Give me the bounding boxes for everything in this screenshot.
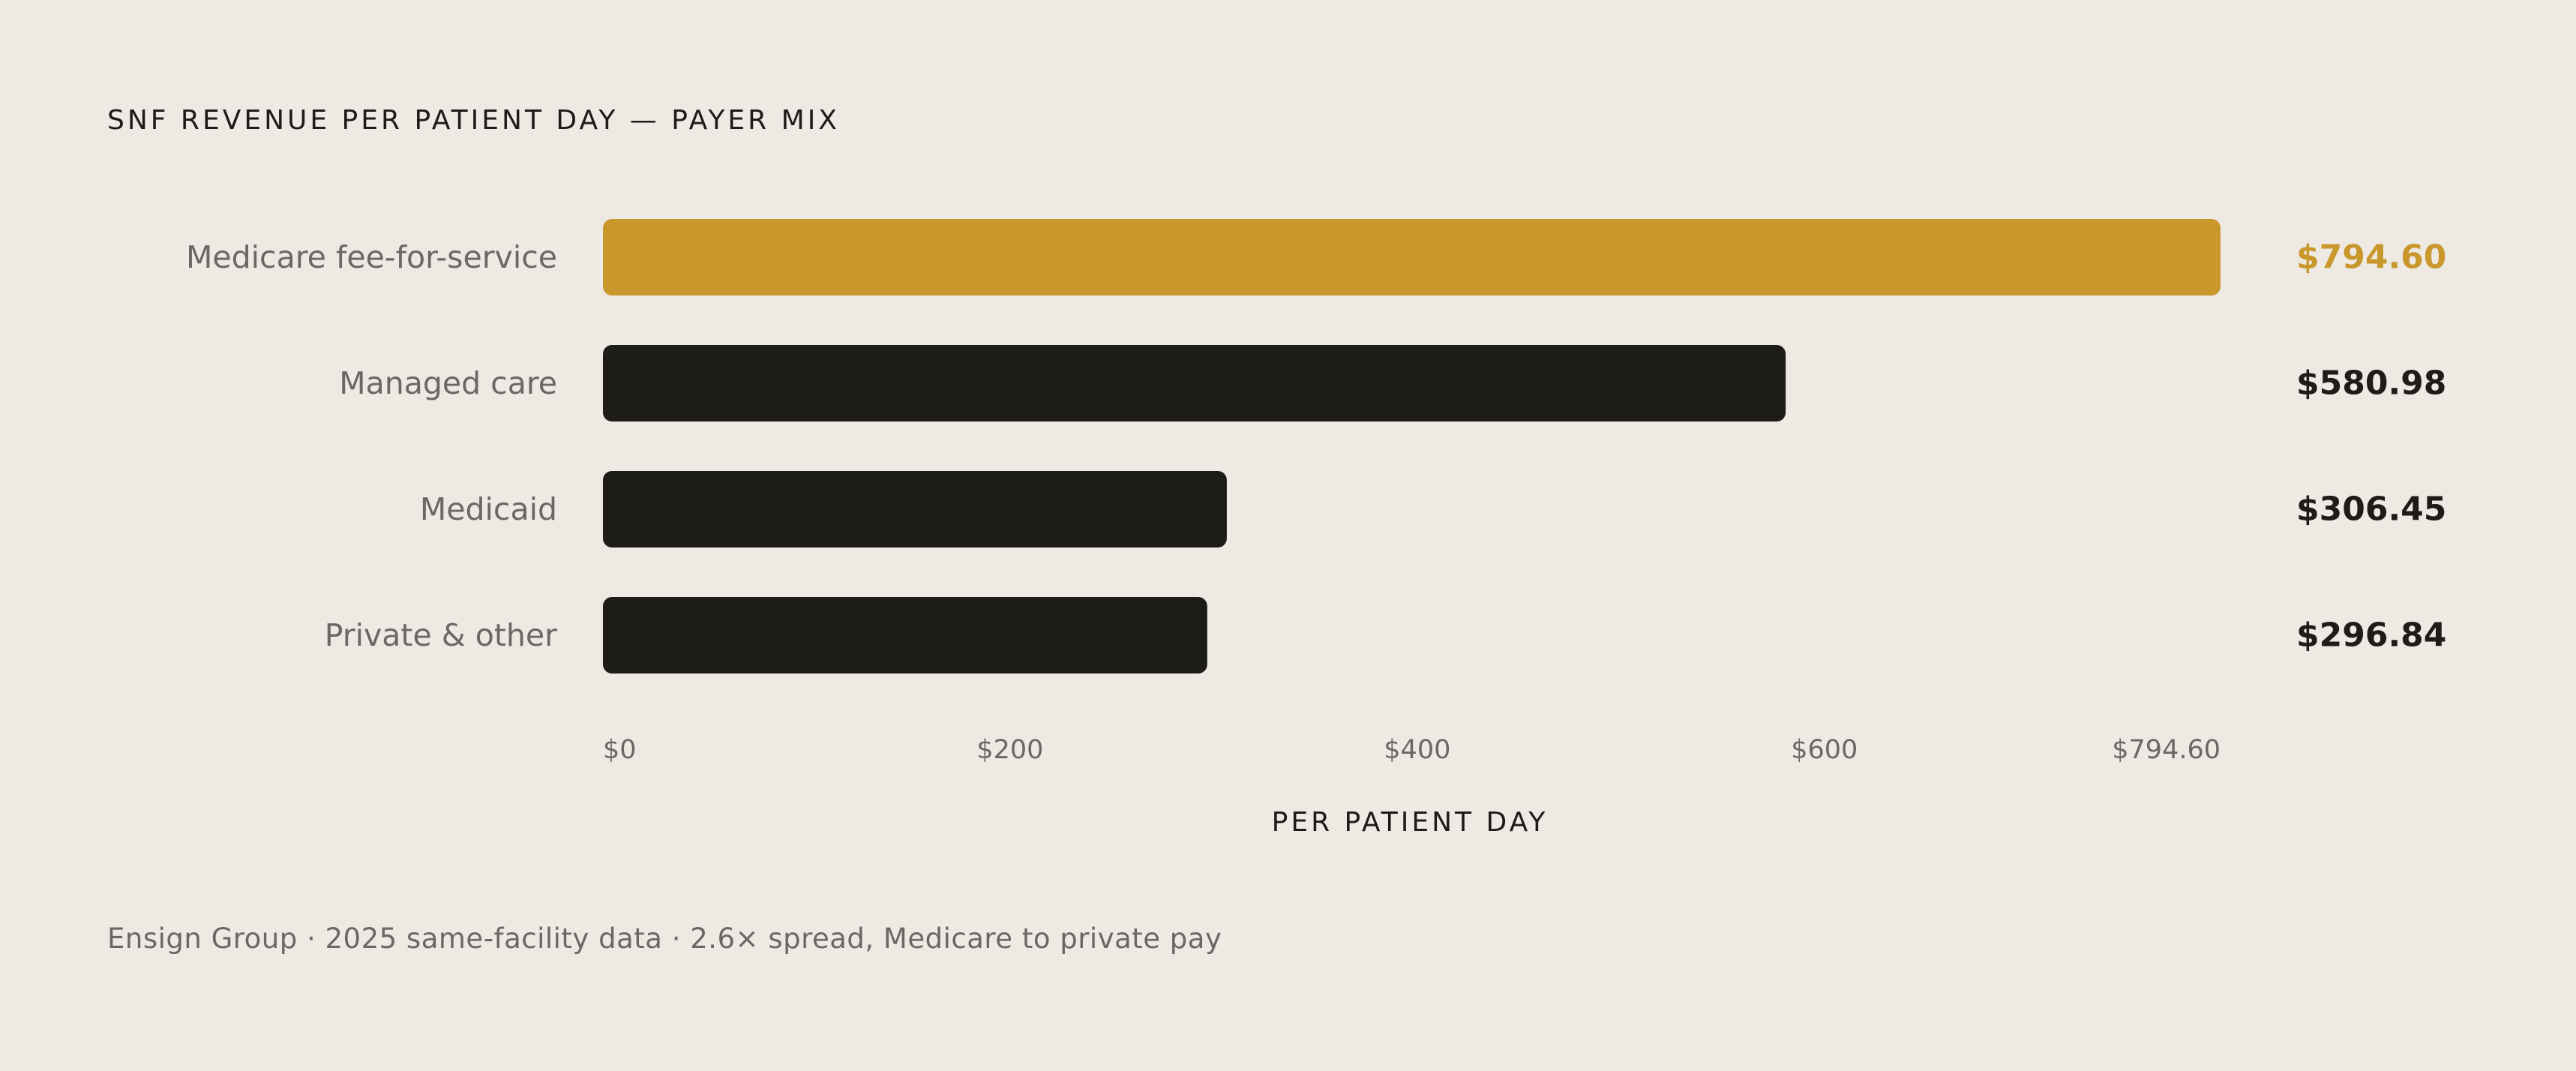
x-tick-label: $794.60: [2112, 735, 2221, 765]
x-tick-label: $200: [976, 735, 1043, 765]
value-label-managed-care: $580.98: [2296, 364, 2446, 403]
x-axis-title: PER PATIENT DAY: [1272, 807, 1549, 838]
x-tick-label: $400: [1384, 735, 1450, 765]
category-label-medicaid: Medicaid: [420, 491, 557, 527]
chart-footnote: Ensign Group · 2025 same-facility data ·…: [107, 922, 1222, 955]
bar-medicaid: [603, 471, 1227, 548]
category-labels: Medicare fee-for-service Managed care Medi…: [186, 239, 557, 653]
category-label-managed-care: Managed care: [339, 365, 557, 401]
category-label-medicare-fee-for-service: Medicare fee-for-service: [186, 239, 557, 275]
value-label-medicaid: $306.45: [2296, 490, 2446, 529]
bars: [603, 219, 2221, 674]
value-labels: $794.60 $580.98 $306.45 $296.84: [2296, 238, 2446, 655]
x-axis-ticks: $0 $200 $400 $600 $794.60: [603, 735, 2221, 765]
bar-medicare-fee-for-service: [603, 219, 2221, 296]
chart-title: SNF REVENUE PER PATIENT DAY — PAYER MIX: [107, 105, 840, 136]
bar-managed-care: [603, 345, 1786, 422]
category-label-private-other: Private & other: [325, 617, 557, 653]
value-label-private-other: $296.84: [2296, 616, 2446, 655]
x-tick-label: $600: [1791, 735, 1858, 765]
value-label-medicare-fee-for-service: $794.60: [2296, 238, 2446, 277]
bar-private-other: [603, 597, 1207, 674]
x-tick-label: $0: [603, 735, 637, 765]
